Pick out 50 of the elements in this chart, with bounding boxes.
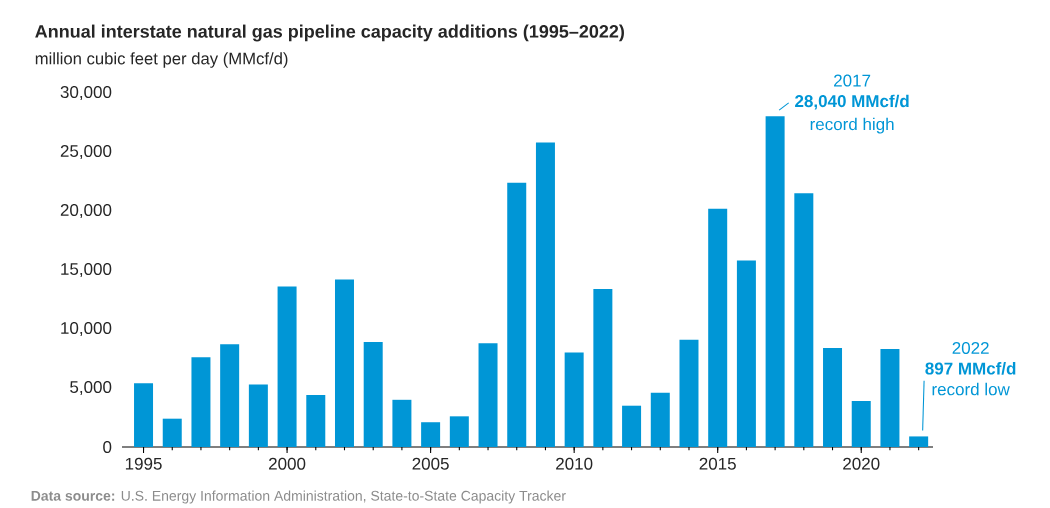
- y-tick-label: 25,000: [60, 144, 112, 160]
- bar: [708, 208, 728, 447]
- bar: [220, 344, 240, 447]
- bar: [449, 416, 469, 447]
- annotation: record high: [810, 117, 894, 134]
- bar: [248, 384, 268, 447]
- bar: [851, 400, 871, 447]
- y-tick-label: 5,000: [70, 380, 112, 396]
- y-tick-label: 15,000: [61, 262, 112, 278]
- text: Data source: U.S. Energy Information Administration, State-to-State Capacity Tracker: [31, 490, 566, 504]
- bar: [134, 383, 154, 447]
- x-tick-label: 2010: [556, 457, 593, 470]
- bar: [363, 341, 383, 447]
- bar: [650, 392, 670, 447]
- bar: [421, 422, 441, 447]
- text: 2017: [834, 74, 871, 87]
- bar: [679, 339, 699, 447]
- bar: [736, 260, 756, 447]
- bar: [478, 343, 498, 447]
- y-tick-label: 30,000: [60, 85, 112, 101]
- x-tick-label: 2005: [412, 457, 449, 470]
- bar: [909, 436, 929, 447]
- x-tick-label: 2000: [269, 457, 306, 470]
- annotation: record low: [932, 382, 1010, 396]
- bar: [507, 182, 527, 447]
- bar: [593, 288, 613, 447]
- chart-title: Annual interstate natural gas pipeline capacity additions (1995–2022): [35, 24, 624, 42]
- text: 2022: [952, 341, 989, 354]
- chart-subtitle: million cubic feet per day (MMcf/d): [35, 52, 288, 68]
- bar: [535, 142, 555, 447]
- bar: [823, 347, 843, 447]
- bar: [334, 279, 354, 447]
- y-tick-label: 0: [103, 440, 112, 454]
- bar: [622, 405, 642, 447]
- bar: [162, 418, 182, 447]
- x-tick-label: 2015: [699, 457, 736, 470]
- bar: [564, 352, 584, 447]
- bar: [191, 357, 211, 447]
- bar: [306, 395, 326, 447]
- x-tick-label: 2020: [843, 457, 880, 470]
- annotation: 897 MMcf/d: [925, 362, 1016, 375]
- annotation: 28,040 MMcf/d: [795, 94, 909, 110]
- bar: [880, 349, 900, 447]
- bar: [765, 116, 785, 447]
- y-tick-label: 10,000: [61, 321, 112, 337]
- bar: [794, 193, 814, 447]
- x-tick-label: 1995: [125, 457, 162, 470]
- bar: [277, 286, 297, 447]
- y-tick-label: 20,000: [60, 203, 112, 219]
- bar: [392, 399, 412, 447]
